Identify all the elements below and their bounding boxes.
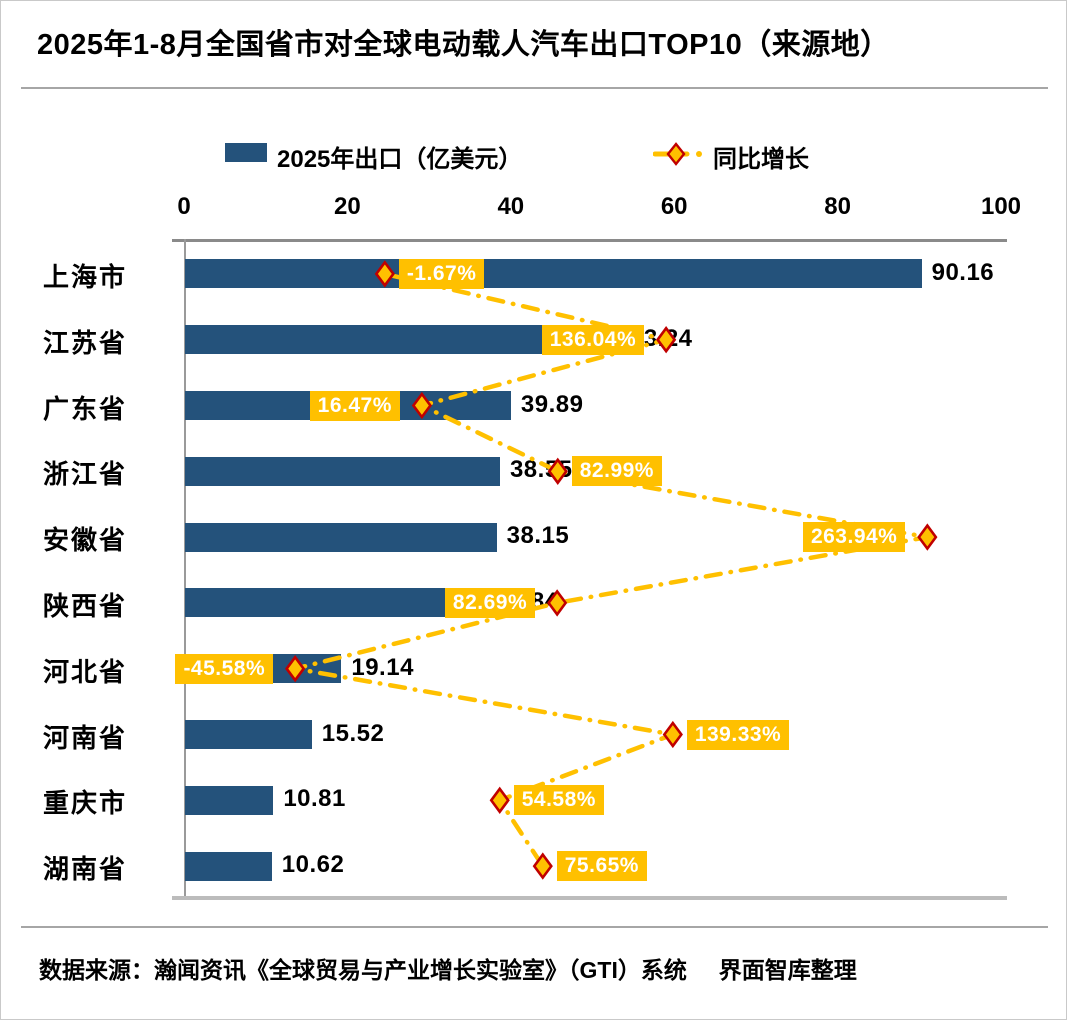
growth-label: 75.65% — [556, 851, 647, 882]
category-label: 重庆市 — [43, 788, 128, 819]
category-label: 河北省 — [43, 656, 128, 687]
chart-title: 2025年1-8月全国省市对全球电动载人汽车出口TOP10（来源地） — [37, 29, 890, 61]
x-axis-tick-label: 80 — [824, 193, 851, 220]
growth-label: 16.47% — [309, 390, 400, 421]
x-axis-tick-label: 60 — [660, 193, 688, 220]
y-axis-line — [184, 239, 186, 899]
growth-label: -45.58% — [175, 653, 274, 684]
category-label: 上海市 — [43, 261, 128, 292]
growth-label: 82.99% — [571, 456, 662, 487]
legend-line-label: 同比增长 — [713, 146, 809, 173]
growth-label: 139.33% — [686, 719, 790, 750]
x-axis-line — [172, 239, 1007, 242]
category-label: 浙江省 — [43, 459, 128, 490]
category-label: 安徽省 — [43, 525, 128, 556]
category-label: 江苏省 — [43, 327, 128, 358]
category-label: 陕西省 — [43, 590, 128, 621]
bar — [185, 851, 272, 881]
title-divider-line — [21, 87, 1048, 89]
growth-label: 82.69% — [444, 587, 536, 618]
x-axis-tick-label: 100 — [980, 193, 1022, 220]
bar — [185, 785, 274, 815]
category-label: 广东省 — [43, 393, 128, 424]
growth-label: 54.58% — [513, 785, 604, 816]
legend-bar-swatch-icon — [225, 143, 267, 162]
plot-bottom-line — [172, 896, 1007, 900]
x-axis-tick-label: 20 — [334, 193, 361, 220]
legend-bar-label: 2025年出口（亿美元） — [277, 146, 523, 173]
growth-label: 263.94% — [802, 522, 906, 553]
legend-line-diamond-icon — [652, 141, 705, 167]
bar — [185, 720, 312, 749]
x-axis-tick-label: 40 — [497, 193, 525, 220]
growth-label: -1.67% — [398, 258, 485, 289]
footer-divider-line — [21, 926, 1048, 928]
bar-value-label: 90.16 — [931, 258, 995, 286]
growth-label: 136.04% — [541, 324, 645, 355]
x-axis-tick-label: 0 — [177, 193, 191, 220]
data-source-note: 数据来源：瀚闻资讯《全球贸易与产业增长实验室》（GTI）系统 界面智库整理 — [39, 957, 857, 983]
category-label: 湖南省 — [43, 854, 128, 885]
category-label: 河南省 — [43, 722, 128, 753]
